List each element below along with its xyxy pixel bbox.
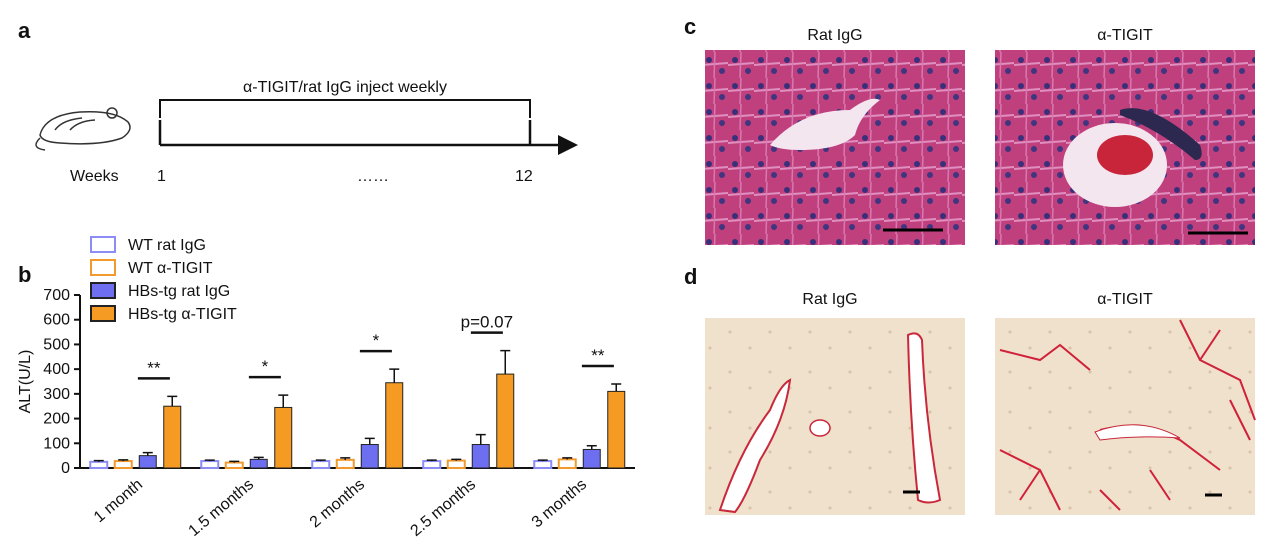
bar xyxy=(89,460,109,470)
legend-swatch xyxy=(90,305,116,322)
micrograph xyxy=(995,50,1255,245)
bar xyxy=(163,405,182,469)
bar xyxy=(446,459,466,470)
error-bar xyxy=(253,456,264,460)
y-tick-label: 700 xyxy=(43,287,70,304)
error-bar xyxy=(142,451,153,456)
legend-label: WT rat IgG xyxy=(128,237,206,254)
bar xyxy=(249,458,268,469)
error-bar xyxy=(93,459,104,462)
y-tick-label: 0 xyxy=(61,460,70,477)
bar xyxy=(496,373,515,469)
bar xyxy=(274,406,293,469)
bar xyxy=(607,390,626,469)
y-tick-label: 300 xyxy=(43,386,70,403)
legend-label: HBs-tg α-TIGIT xyxy=(128,306,237,323)
panel-label: a xyxy=(18,18,31,43)
x-tick-label: 3 months xyxy=(529,476,590,531)
ellipsis: …… xyxy=(357,168,389,185)
panel-label: d xyxy=(684,264,697,289)
bar xyxy=(335,458,355,470)
significance-label: ** xyxy=(591,346,605,365)
bar xyxy=(311,460,331,469)
error-bar xyxy=(451,458,462,461)
error-bar xyxy=(611,383,622,392)
bar xyxy=(533,460,553,469)
error-bar xyxy=(586,445,597,450)
legend-swatch xyxy=(90,236,116,253)
panel-label: b xyxy=(18,262,31,287)
y-tick-label: 600 xyxy=(43,312,70,329)
x-tick-label: 2 months xyxy=(307,476,368,531)
error-bar xyxy=(537,459,548,462)
treatment-bracket xyxy=(159,99,531,118)
micrograph xyxy=(995,318,1256,515)
image-title: Rat IgG xyxy=(802,291,857,308)
significance-label: p=0.07 xyxy=(461,313,513,332)
legend-label: WT α-TIGIT xyxy=(128,260,213,277)
bar xyxy=(360,444,379,469)
micrograph xyxy=(705,50,965,245)
timeline-arrow xyxy=(558,135,578,155)
significance-label: ** xyxy=(147,358,161,377)
error-bar xyxy=(118,459,129,462)
error-bar xyxy=(204,459,215,462)
bar xyxy=(385,382,404,469)
error-bar xyxy=(340,457,351,460)
error-bar xyxy=(167,395,178,407)
weeks-label: Weeks xyxy=(70,168,119,185)
significance-label: * xyxy=(373,331,380,350)
micrograph xyxy=(705,318,965,515)
y-tick-label: 400 xyxy=(43,361,70,378)
treatment-label: α-TIGIT/rat IgG inject weekly xyxy=(243,79,447,96)
error-bar xyxy=(315,459,326,462)
mouse-icon xyxy=(35,107,131,151)
bar xyxy=(200,460,220,469)
legend-swatch xyxy=(90,259,116,276)
error-bar xyxy=(389,368,400,383)
error-bar xyxy=(278,394,289,408)
week-start: 1 xyxy=(157,168,166,185)
bar xyxy=(582,448,601,469)
x-tick-label: 2.5 months xyxy=(408,476,480,540)
y-tick-label: 500 xyxy=(43,336,70,353)
bar-chart: 0 100 200 300 400 500 600 700 ALT(U/L) WT rat IgG… xyxy=(17,236,635,540)
image-title: α-TIGIT xyxy=(1097,27,1153,44)
x-tick-label: 1 month xyxy=(91,476,146,526)
bar xyxy=(422,460,442,469)
x-tick-label: 1.5 months xyxy=(186,476,258,540)
bar xyxy=(113,460,133,469)
image-title: Rat IgG xyxy=(807,27,862,44)
error-bar xyxy=(364,437,375,445)
y-tick-label: 200 xyxy=(43,411,70,428)
week-end: 12 xyxy=(515,168,533,185)
error-bar xyxy=(562,457,573,460)
y-tick-label: 100 xyxy=(43,435,70,452)
panel-label: c xyxy=(684,14,696,39)
error-bar xyxy=(475,433,486,445)
error-bar xyxy=(426,459,437,462)
bar xyxy=(138,455,157,469)
bar xyxy=(224,461,244,470)
y-axis-label: ALT(U/L) xyxy=(17,350,34,414)
bar xyxy=(557,458,577,470)
significance-label: * xyxy=(262,357,269,376)
legend-label: HBs-tg rat IgG xyxy=(128,283,230,300)
error-bar xyxy=(229,460,240,463)
bar xyxy=(471,444,490,469)
legend-swatch xyxy=(90,282,116,299)
error-bar xyxy=(500,349,511,375)
image-title: α-TIGIT xyxy=(1097,291,1153,308)
